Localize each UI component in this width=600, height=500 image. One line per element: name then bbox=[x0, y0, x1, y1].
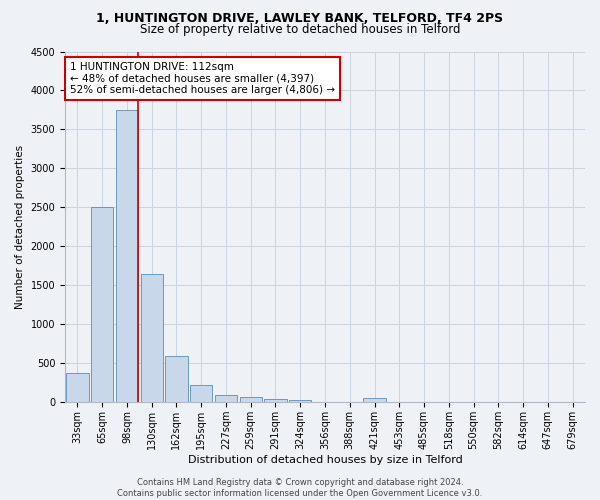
Bar bbox=[239, 397, 262, 402]
Text: Size of property relative to detached houses in Telford: Size of property relative to detached ho… bbox=[140, 22, 460, 36]
Bar bbox=[116, 110, 138, 403]
Bar bbox=[190, 385, 212, 402]
Bar bbox=[140, 274, 163, 402]
Text: 1, HUNTINGTON DRIVE, LAWLEY BANK, TELFORD, TF4 2PS: 1, HUNTINGTON DRIVE, LAWLEY BANK, TELFOR… bbox=[97, 12, 503, 26]
Bar bbox=[166, 356, 188, 403]
X-axis label: Distribution of detached houses by size in Telford: Distribution of detached houses by size … bbox=[188, 455, 463, 465]
Bar bbox=[289, 400, 311, 402]
Y-axis label: Number of detached properties: Number of detached properties bbox=[15, 145, 25, 309]
Text: Contains HM Land Registry data © Crown copyright and database right 2024.
Contai: Contains HM Land Registry data © Crown c… bbox=[118, 478, 482, 498]
Bar bbox=[215, 394, 237, 402]
Text: 1 HUNTINGTON DRIVE: 112sqm
← 48% of detached houses are smaller (4,397)
52% of s: 1 HUNTINGTON DRIVE: 112sqm ← 48% of deta… bbox=[70, 62, 335, 95]
Bar bbox=[66, 373, 89, 402]
Bar bbox=[265, 399, 287, 402]
Bar bbox=[91, 208, 113, 402]
Bar bbox=[364, 398, 386, 402]
